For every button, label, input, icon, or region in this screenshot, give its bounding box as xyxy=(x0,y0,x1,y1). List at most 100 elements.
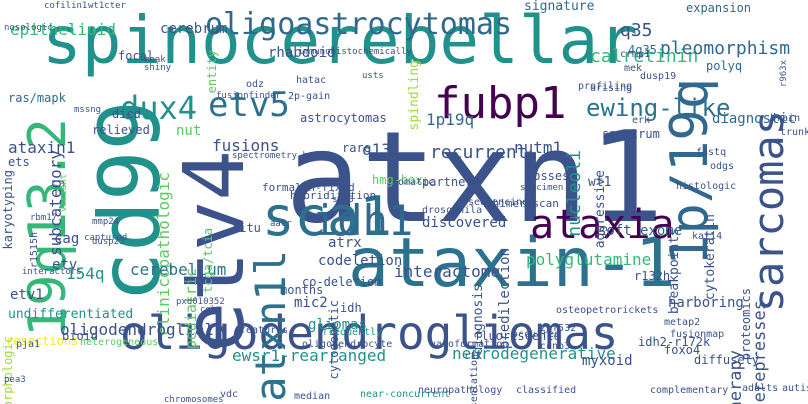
cloud-word: median xyxy=(294,391,331,402)
cloud-word: captured xyxy=(84,233,128,243)
cloud-word: immunohistochemically xyxy=(298,47,412,57)
cloud-word: odz xyxy=(246,79,265,90)
cloud-word: predilection xyxy=(497,248,513,350)
cloud-word: atrx xyxy=(328,235,362,251)
cloud-word: resections xyxy=(6,334,79,348)
cloud-word: q13 xyxy=(362,140,391,159)
cloud-word: recurrent xyxy=(430,142,528,163)
cloud-word: idh2-r172k xyxy=(638,335,711,349)
cloud-word: znf532 xyxy=(540,323,577,334)
cloud-word: ewsr1-rearranged xyxy=(232,346,387,365)
cloud-word: nosologic xyxy=(4,23,53,33)
cloud-word: aacr xyxy=(270,219,292,229)
cloud-word: 4q35 xyxy=(628,43,657,57)
cloud-word: diffusely xyxy=(694,353,760,367)
cloud-word: near-concurrent xyxy=(360,389,451,400)
cloud-word: complementary xyxy=(650,385,729,396)
cloud-word: r1515h xyxy=(29,232,40,269)
cloud-word: shiny xyxy=(144,63,172,73)
cloud-word: frequently xyxy=(322,327,383,338)
cloud-word: trunk xyxy=(780,127,808,138)
cloud-word: focal xyxy=(118,49,155,63)
cloud-word: expansion xyxy=(686,1,752,15)
cloud-word: 2p-gain xyxy=(288,91,331,102)
cloud-word: vdc xyxy=(220,389,239,400)
cloud-word: idh1 xyxy=(312,196,414,245)
cloud-word: nut xyxy=(176,123,202,139)
cloud-word: fusionmap xyxy=(670,329,725,340)
cloud-word: harboring xyxy=(668,295,744,311)
cloud-word: mek xyxy=(624,63,643,74)
cloud-word: wt1 xyxy=(588,175,612,190)
cloud-word: idh xyxy=(340,301,362,315)
cloud-word: soft xyxy=(598,223,632,239)
cloud-word: hatac xyxy=(296,75,327,86)
cloud-word: specimen xyxy=(520,183,564,193)
cloud-word: spindling xyxy=(407,60,422,131)
cloud-word: foxo4 xyxy=(664,343,701,357)
cloud-word: polyglutamine xyxy=(526,250,652,269)
cloud-word: spectrometry-based xyxy=(232,151,330,161)
cloud-word: mmp24 xyxy=(92,217,120,227)
cloud-word: features xyxy=(240,325,289,336)
cloud-word: 154q xyxy=(66,264,105,283)
cloud-word: neurodegenerative xyxy=(452,344,616,363)
cloud-word: interactome xyxy=(394,262,500,281)
cloud-word: signature xyxy=(524,0,595,14)
cloud-word: meak xyxy=(144,55,166,65)
cloud-word: ewing-like xyxy=(586,94,731,122)
cloud-word: dux4 xyxy=(120,89,198,127)
cloud-word: wt1cter xyxy=(88,1,126,11)
cloud-word: karyotyping xyxy=(1,170,15,250)
cloud-word: mssng xyxy=(74,105,102,115)
cloud-word: atxn1 xyxy=(285,104,665,251)
cloud-word: oligoastrocytomas xyxy=(205,7,513,42)
cloud-word: undifferentiated xyxy=(8,307,134,322)
cloud-word: rhabdoid xyxy=(268,45,336,61)
cloud-word: etv5 xyxy=(208,85,290,125)
cloud-word: occurred xyxy=(512,329,561,340)
cloud-word: chromosomes xyxy=(164,395,224,404)
cloud-word: oligodendroglial xyxy=(60,320,215,339)
cloud-word: fastq xyxy=(696,147,727,158)
cloud-word: 1p19q xyxy=(426,110,475,129)
cloud-word: nutm1 xyxy=(514,138,563,157)
cloud-word: morphologic xyxy=(1,336,15,404)
cloud-word: vasoformation xyxy=(430,339,509,350)
cloud-word: etv1 xyxy=(10,287,44,303)
cloud-word: co-deletion xyxy=(302,275,382,289)
cloud-word: bioid xyxy=(62,329,99,343)
cloud-word: ataxia xyxy=(530,202,675,248)
cloud-word: died xyxy=(112,107,141,121)
cloud-word: crmp1 xyxy=(620,49,651,60)
cloud-word: pja1 xyxy=(16,339,41,350)
cloud-word: diagnostic xyxy=(712,111,797,127)
cloud-word: polyq xyxy=(706,59,743,73)
cloud-word: interactors xyxy=(22,267,82,277)
cloud-word: r132h xyxy=(634,269,671,283)
cloud-word: somatic xyxy=(392,177,435,188)
cloud-word: rbm17 xyxy=(30,213,58,223)
cloud-word: nucleoli xyxy=(564,150,585,237)
cloud-word: myxoid xyxy=(582,353,633,369)
cloud-word: r963x xyxy=(779,60,789,88)
cloud-word: s173 xyxy=(332,195,354,205)
cloud-word: ccnb3 xyxy=(540,341,571,352)
cloud-word: pediatric xyxy=(182,268,200,350)
cloud-word: heterogeneous xyxy=(80,337,159,348)
cloud-word: entity xyxy=(205,50,219,94)
cloud-word: cytokeratin xyxy=(703,214,718,301)
cloud-word: neuropathology xyxy=(418,385,503,396)
cloud-word: rtk xyxy=(464,351,483,362)
cloud-word: mic2 xyxy=(294,295,328,311)
cloud-word: sarcomas xyxy=(744,110,793,313)
cloud-word: kat14 xyxy=(692,231,723,242)
cloud-word: hmg-box xyxy=(372,173,423,187)
cloud-word: fluorescence xyxy=(474,329,561,343)
cloud-word: classified xyxy=(516,385,577,396)
cloud-word: cag xyxy=(54,231,80,247)
cloud-word: erk xyxy=(632,115,651,126)
cloud-word: sequencing xyxy=(468,197,529,208)
cloud-word: fusions xyxy=(212,136,280,155)
cloud-word: osteopetrorickets xyxy=(556,305,659,316)
